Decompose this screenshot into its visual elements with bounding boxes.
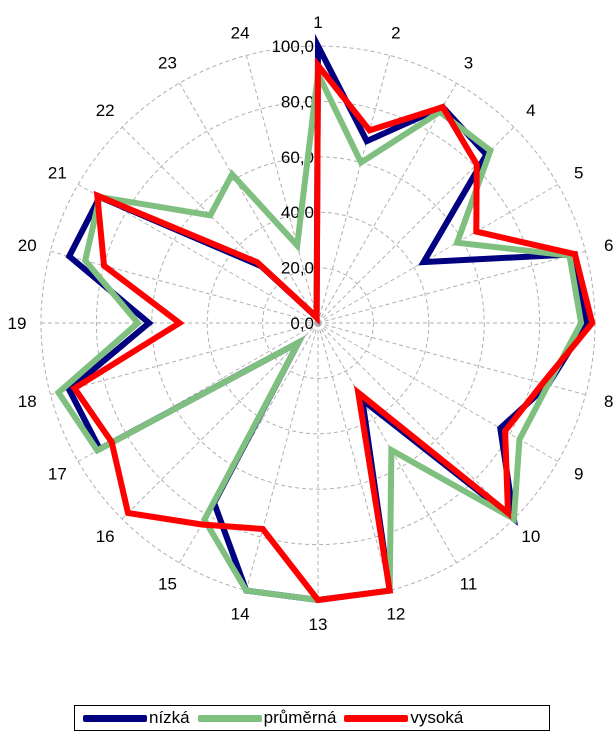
legend-swatch (83, 714, 147, 722)
category-label: 19 (8, 314, 27, 333)
data-point (317, 599, 319, 601)
data-point (439, 111, 441, 113)
data-point (73, 387, 76, 390)
data-point (574, 253, 576, 255)
data-point (297, 341, 300, 344)
grid-spoke (50, 250, 319, 324)
category-label: 22 (96, 101, 115, 120)
data-point (456, 241, 458, 244)
data-point (441, 106, 444, 108)
data-point (148, 322, 150, 324)
data-point (475, 163, 478, 166)
data-point (357, 391, 360, 394)
data-point (585, 322, 588, 324)
category-label: 10 (521, 527, 540, 546)
data-point (178, 322, 181, 324)
data-point (137, 322, 139, 324)
category-label: 8 (604, 392, 613, 411)
data-point (580, 322, 582, 324)
data-point (200, 523, 203, 526)
legend-item: průměrná (190, 708, 337, 728)
data-point (110, 441, 113, 443)
category-label: 16 (96, 527, 115, 546)
data-point (315, 316, 318, 319)
grid-spoke (317, 322, 515, 520)
data-point (84, 259, 86, 262)
data-point (591, 322, 593, 324)
data-point (209, 214, 212, 217)
category-label: 24 (231, 23, 250, 42)
radial-tick-label: 0,0 (290, 314, 314, 333)
data-point (231, 173, 233, 176)
data-point (360, 161, 362, 164)
category-labels: 123456789101112131415161718192021222324 (8, 13, 615, 634)
data-point (390, 449, 393, 451)
radial-tick-label: 100,0 (271, 37, 314, 56)
data-point (317, 64, 319, 67)
category-label: 5 (574, 164, 583, 183)
category-label: 23 (158, 53, 177, 72)
data-point (262, 528, 264, 530)
category-label: 18 (18, 392, 37, 411)
legend-label: vysoká (410, 708, 464, 727)
category-label: 17 (48, 465, 67, 484)
data-point (507, 512, 509, 514)
data-point (422, 261, 425, 263)
legend-label: průměrná (263, 708, 337, 727)
data-point (388, 589, 391, 592)
category-label: 20 (18, 236, 37, 255)
category-label: 9 (574, 465, 583, 484)
category-label: 15 (158, 575, 177, 594)
data-point (499, 427, 502, 430)
data-point (296, 244, 299, 247)
legend-item: vysoká (336, 708, 463, 728)
data-point (489, 149, 492, 152)
data-point (203, 518, 206, 521)
data-point (256, 261, 259, 264)
category-label: 13 (309, 615, 328, 634)
radial-tick-label: 20,0 (281, 259, 314, 278)
grid-spoke (317, 322, 391, 591)
data-point (96, 449, 99, 452)
data-point (366, 140, 368, 142)
data-point (547, 383, 549, 386)
legend: nízká průměrná vysoká (74, 705, 550, 731)
data-point (475, 230, 478, 233)
data-point (103, 264, 105, 267)
data-point (68, 255, 70, 258)
data-point (311, 312, 314, 315)
data-point (513, 518, 515, 520)
radial-tick-label: 80,0 (281, 92, 314, 111)
data-point (504, 430, 506, 432)
category-label: 14 (231, 605, 250, 624)
data-point (245, 589, 248, 592)
data-point (57, 391, 60, 394)
legend-swatch (344, 714, 409, 722)
legend-item: nízká (75, 708, 190, 728)
data-point (68, 388, 70, 391)
data-point (96, 194, 99, 197)
legend-swatch (197, 714, 262, 722)
category-label: 3 (464, 53, 473, 72)
category-label: 4 (526, 101, 535, 120)
data-point (317, 45, 319, 47)
category-label: 21 (48, 164, 67, 183)
category-label: 6 (604, 236, 613, 255)
grid-spoke (317, 322, 457, 564)
data-point (368, 129, 371, 132)
radial-tick-label: 40,0 (281, 203, 314, 222)
legend-label: nízká (149, 708, 190, 727)
data-point (127, 512, 129, 514)
grid-spoke (317, 184, 559, 324)
data-point (518, 438, 521, 441)
series-layer (54, 33, 596, 604)
category-label: 2 (391, 23, 400, 42)
category-label: 1 (313, 13, 322, 32)
data-point (542, 382, 544, 385)
category-label: 11 (460, 575, 478, 594)
category-label: 12 (386, 605, 405, 624)
